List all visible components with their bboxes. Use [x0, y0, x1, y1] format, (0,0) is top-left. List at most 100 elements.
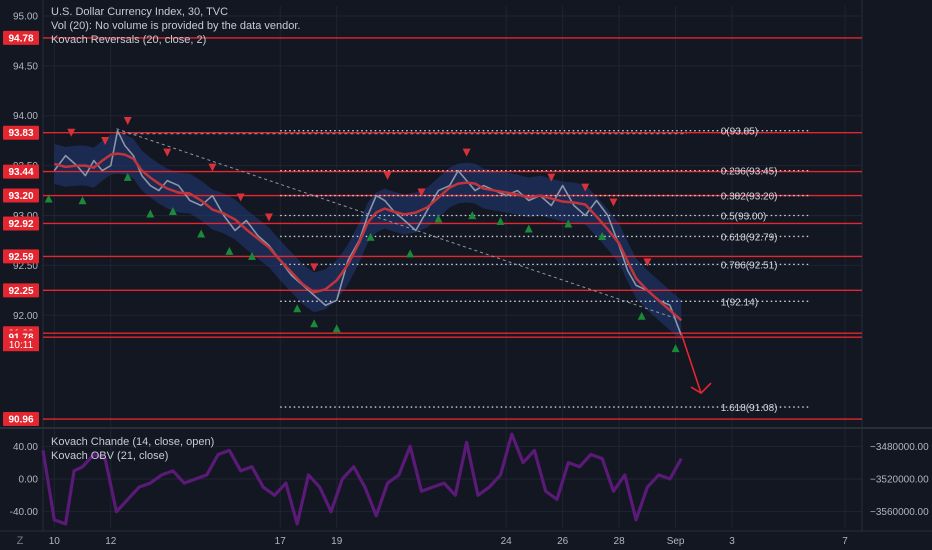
fib-level-label: 1.618(91.08)	[721, 403, 778, 414]
price-series	[53, 129, 683, 336]
price-label: 92.25	[8, 286, 33, 297]
price-label: 90.96	[8, 415, 33, 426]
price-label: 91.78	[8, 333, 33, 344]
support-resistance-lines	[43, 37, 862, 420]
reversal-down-marker	[383, 171, 392, 180]
reversal-up-marker	[671, 344, 680, 353]
reversal-down-marker	[208, 163, 217, 172]
fib-level-label: 0.786(92.51)	[721, 260, 778, 271]
reversal-up-marker	[496, 216, 505, 225]
reversal-down-marker	[462, 148, 471, 157]
reversal-up-marker	[225, 246, 234, 255]
fib-level-label: 0.5(93.00)	[721, 212, 767, 223]
osc-y-tick-label: 40.00	[13, 442, 38, 453]
oscillator-pane	[41, 432, 683, 526]
tradingview-logo-icon: Z	[17, 535, 24, 547]
x-tick-label: 17	[275, 536, 287, 547]
reversal-up-marker	[524, 224, 533, 233]
reversal-down-marker	[236, 193, 245, 202]
moving-average-line	[53, 152, 683, 322]
reversal-up-marker	[434, 214, 443, 223]
reversal-down-marker	[547, 173, 556, 182]
reversal-down-marker	[581, 183, 590, 192]
arrow-shaft	[680, 332, 702, 394]
price-label: 92.92	[8, 219, 33, 230]
x-tick-label: 26	[557, 536, 569, 547]
y-tick-label: 92.50	[13, 261, 38, 272]
reversal-up-marker	[564, 219, 573, 228]
price-label: 92.59	[8, 252, 33, 263]
indicator-legend: Kovach Reversals (20, close, 2)	[51, 34, 207, 46]
countdown-label: 10:11	[9, 340, 34, 351]
reversal-down-marker	[101, 137, 110, 146]
reversal-up-marker	[637, 311, 646, 320]
reversal-up-marker	[197, 229, 206, 238]
grid	[0, 0, 932, 532]
price-label-box	[3, 30, 39, 45]
osc-right-tick-label: −3560000.00	[870, 507, 929, 518]
price-label: 93.83	[8, 128, 33, 139]
price-label: 93.44	[8, 167, 33, 178]
axes: 95.0094.5094.0093.5093.0092.5092.0094.78…	[3, 11, 929, 547]
reversal-up-marker	[247, 251, 256, 260]
reversal-up-marker	[366, 232, 375, 241]
x-tick-label: 24	[501, 536, 513, 547]
bollinger-band	[54, 133, 682, 341]
fibonacci-levels: 0(93.85) 0.236(93.45) 0.382(93.20) 0.5(93.0…	[280, 127, 812, 414]
fib-level-label: 1(92.14)	[721, 297, 758, 308]
fib-level-label: 0.618(92.79)	[721, 232, 778, 243]
y-tick-label: 94.00	[13, 111, 38, 122]
fib-level-label: 0.382(93.20)	[721, 192, 778, 203]
x-tick-label: 19	[331, 536, 343, 547]
reversal-markers	[44, 117, 680, 353]
osc-right-tick-label: −3480000.00	[870, 442, 929, 453]
osc-y-tick-label: 0.00	[19, 475, 39, 486]
reversal-up-marker	[168, 207, 177, 216]
reversal-up-marker	[78, 196, 87, 205]
arrow-head	[690, 382, 712, 395]
oscillator-legend-chande: Kovach Chande (14, close, open)	[51, 436, 215, 448]
reversal-down-marker	[310, 263, 319, 272]
price-label-box	[3, 283, 39, 298]
x-tick-label: Sep	[667, 536, 685, 547]
x-tick-label: 3	[729, 536, 735, 547]
countdown-box	[3, 338, 39, 352]
reversal-up-marker	[468, 211, 477, 220]
reversal-up-marker	[406, 249, 415, 258]
x-tick-label: 7	[842, 536, 848, 547]
projection-arrow	[680, 332, 712, 395]
chart-title: U.S. Dollar Currency Index, 30, TVC	[51, 6, 229, 18]
trend-lines	[116, 128, 687, 321]
reversal-up-marker	[598, 231, 607, 240]
price-label-box	[3, 249, 39, 264]
reversal-up-marker	[310, 319, 319, 328]
reversal-down-marker	[163, 148, 172, 157]
reversal-up-marker	[293, 304, 302, 313]
price-label-box	[3, 188, 39, 203]
osc-right-tick-label: −3520000.00	[870, 475, 929, 486]
reversal-up-marker	[123, 172, 132, 181]
volume-legend: Vol (20): No volume is provided by the d…	[51, 20, 301, 32]
reversal-down-marker	[67, 128, 76, 137]
price-label-box	[3, 412, 39, 427]
y-tick-label: 94.50	[13, 61, 38, 72]
reversal-down-marker	[417, 188, 426, 197]
x-tick-label: 12	[105, 536, 117, 547]
fib-level-label: 0(93.85)	[721, 127, 758, 138]
price-label-box	[3, 164, 39, 179]
reversal-up-marker	[44, 194, 53, 203]
reversal-down-marker	[643, 258, 652, 267]
fib-level-label: 0.236(93.45)	[721, 167, 778, 178]
reversal-up-marker	[332, 324, 341, 333]
y-tick-label: 95.00	[13, 11, 38, 22]
price-line	[53, 129, 683, 336]
reversal-up-marker	[146, 209, 155, 218]
x-tick-label: 28	[614, 536, 626, 547]
volatility-band	[54, 133, 682, 341]
price-label-box	[3, 125, 39, 140]
y-tick-label: 92.00	[13, 311, 38, 322]
oscillator-legend-obv: Kovach OBV (21, close)	[51, 450, 169, 462]
reversal-down-marker	[123, 117, 132, 126]
